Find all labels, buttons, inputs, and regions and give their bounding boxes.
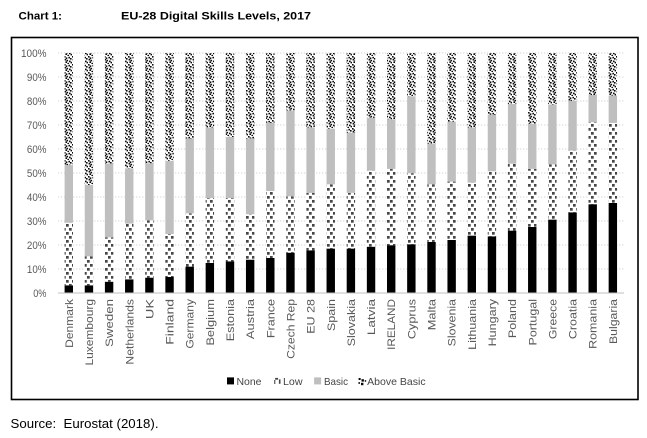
svg-text:Sweden: Sweden (104, 299, 116, 347)
svg-text:Finland: Finland (165, 299, 177, 345)
svg-text:Above Basic: Above Basic (367, 377, 426, 388)
svg-text:Poland: Poland (507, 299, 519, 338)
svg-text:90%: 90% (27, 72, 47, 84)
svg-text:20%: 20% (27, 240, 47, 252)
svg-text:Greece: Greece (547, 299, 559, 339)
svg-text:Lithuania: Lithuania (467, 298, 479, 350)
svg-text:Low: Low (283, 377, 303, 388)
svg-text:80%: 80% (27, 96, 47, 108)
svg-text:EU-28 Digital Skills Levels, 2: EU-28 Digital Skills Levels, 2017 (121, 11, 311, 23)
svg-text:France: France (265, 299, 277, 338)
svg-text:Bulgaria: Bulgaria (608, 298, 620, 344)
svg-text:Malta: Malta (427, 298, 439, 330)
svg-text:Czech Rep: Czech Rep (285, 299, 297, 359)
svg-text:Slovenia: Slovenia (447, 298, 459, 346)
svg-text:None: None (237, 377, 262, 388)
svg-text:10%: 10% (27, 264, 47, 276)
svg-text:Austria: Austria (245, 298, 257, 339)
svg-text:Denmark: Denmark (64, 298, 76, 347)
svg-text:Basic: Basic (324, 377, 348, 388)
svg-text:40%: 40% (27, 192, 47, 204)
svg-text:Slovakia: Slovakia (346, 298, 358, 346)
svg-text:50%: 50% (27, 168, 47, 180)
svg-text:Luxembourg: Luxembourg (84, 299, 96, 366)
svg-text:Spain: Spain (326, 299, 338, 331)
svg-text:Latvia: Latvia (366, 298, 378, 335)
svg-text:Croatia: Croatia (568, 298, 580, 339)
svg-text:Netherlands: Netherlands (124, 298, 136, 364)
svg-text:60%: 60% (27, 144, 47, 156)
svg-text:70%: 70% (27, 120, 47, 132)
svg-text:Portugal: Portugal (527, 299, 539, 346)
svg-text:UK: UK (144, 298, 156, 319)
svg-text:30%: 30% (27, 216, 47, 228)
svg-text:Belgium: Belgium (205, 299, 217, 346)
svg-text:Source: Eurostat (2018).: Source: Eurostat (2018). (11, 417, 159, 431)
svg-text:EU 28: EU 28 (306, 299, 318, 334)
svg-text:Germany: Germany (185, 298, 197, 348)
svg-text:100%: 100% (21, 48, 47, 60)
svg-text:0%: 0% (33, 288, 46, 300)
svg-text:Hungary: Hungary (487, 298, 499, 346)
svg-text:Cyprus: Cyprus (406, 298, 418, 339)
svg-text:Estonia: Estonia (225, 298, 237, 341)
svg-text:Romania: Romania (588, 298, 600, 349)
svg-text:Chart 1:: Chart 1: (19, 11, 63, 23)
svg-text:IRELAND: IRELAND (386, 299, 398, 350)
